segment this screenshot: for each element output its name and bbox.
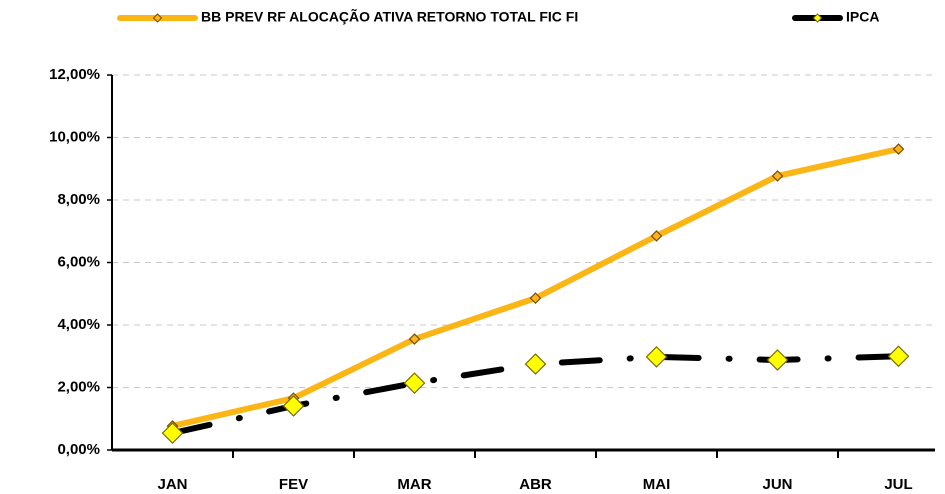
marker xyxy=(887,345,910,368)
marker xyxy=(771,170,784,182)
y-tick-label: 2,00% xyxy=(57,378,100,395)
legend-label: BB PREV RF ALOCAÇÃO ATIVA RETORNO TOTAL … xyxy=(201,8,578,25)
y-tick-label: 6,00% xyxy=(57,253,100,270)
y-tick-label: 4,00% xyxy=(57,316,100,333)
marker xyxy=(650,230,663,242)
marker xyxy=(408,333,421,345)
marker xyxy=(403,372,426,394)
y-tick-label: 10,00% xyxy=(49,128,100,145)
marker xyxy=(529,292,542,304)
x-tick-label: FEV xyxy=(279,476,308,493)
marker xyxy=(892,143,905,155)
y-tick-label: 0,00% xyxy=(57,441,100,458)
y-tick-label: 12,00% xyxy=(49,66,100,83)
marker xyxy=(524,353,547,375)
x-tick-label: MAI xyxy=(643,476,671,493)
legend-marker xyxy=(812,13,823,23)
x-tick-label: MAR xyxy=(397,476,431,493)
marker xyxy=(645,346,668,368)
legend-marker xyxy=(152,13,163,23)
legend-label: IPCA xyxy=(846,9,879,25)
x-tick-label: ABR xyxy=(519,476,552,493)
marker xyxy=(766,349,789,371)
marker xyxy=(282,395,305,417)
x-tick-label: JAN xyxy=(157,476,187,493)
series-line xyxy=(169,146,902,429)
x-tick-label: JUN xyxy=(762,476,792,493)
marker xyxy=(161,422,184,444)
x-tick-label: JUL xyxy=(884,476,912,493)
y-tick-label: 8,00% xyxy=(57,191,100,208)
